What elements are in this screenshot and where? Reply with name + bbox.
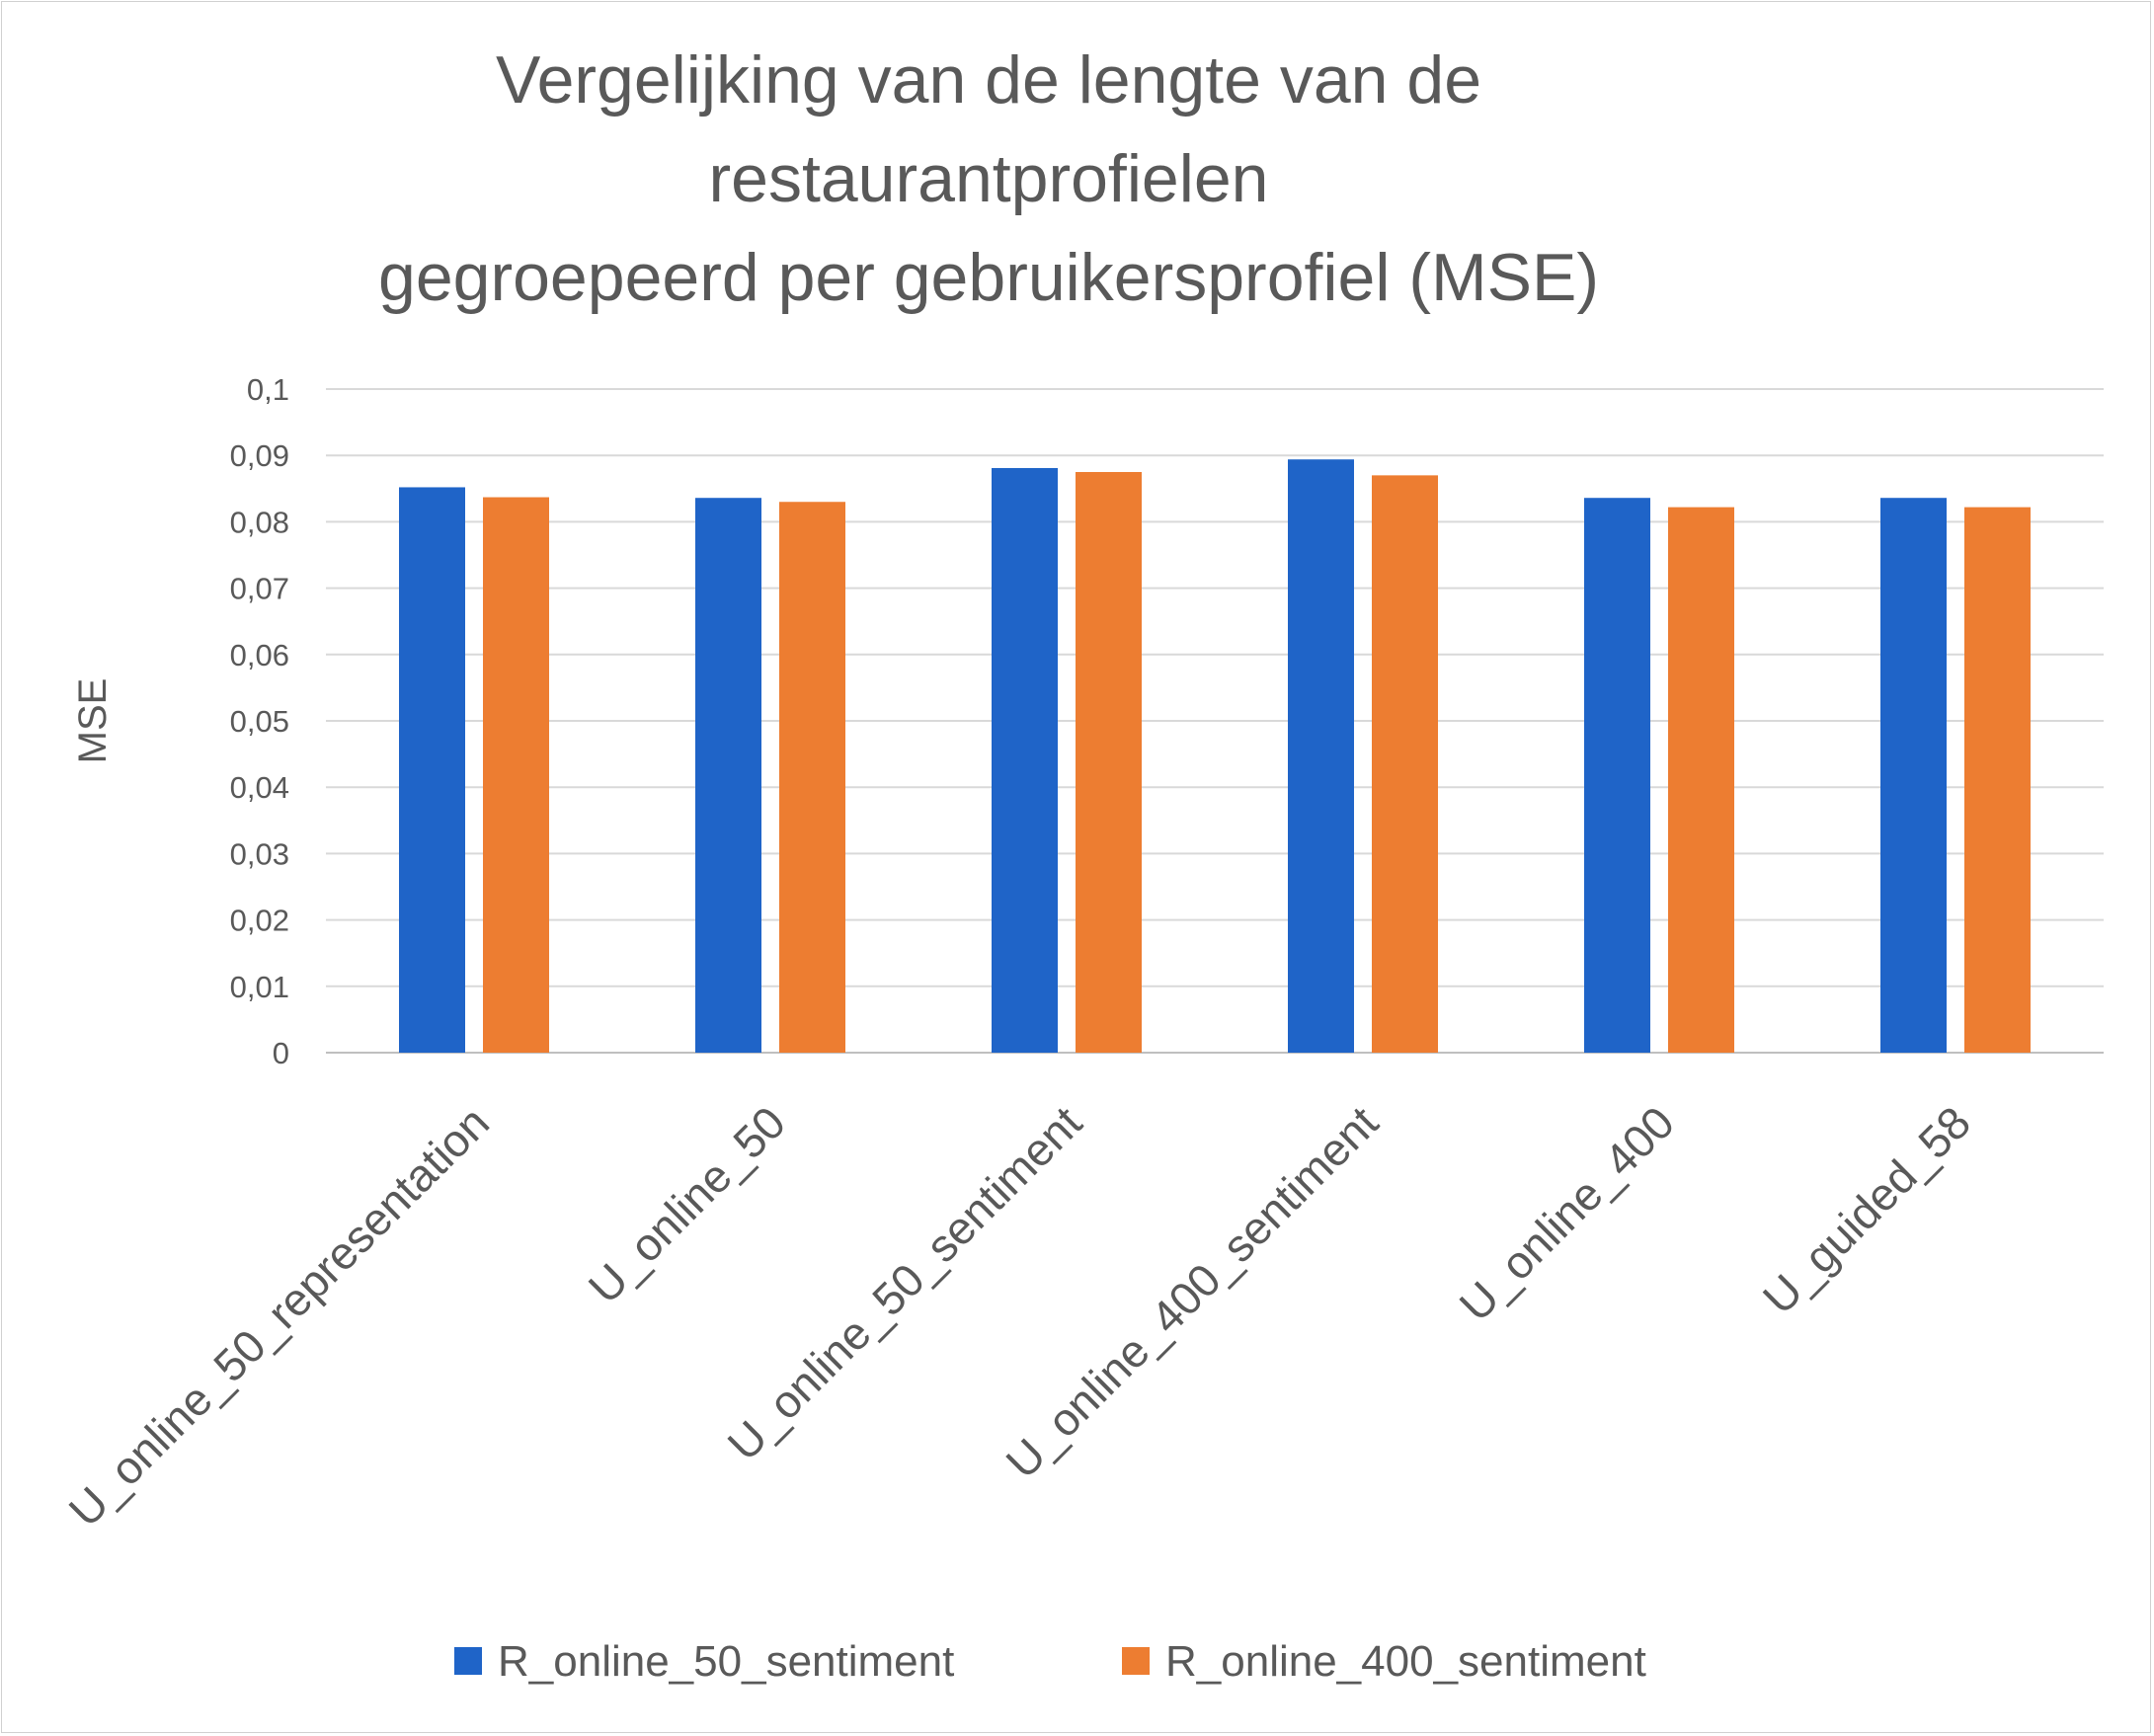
bar	[1668, 507, 1734, 1053]
y-tick-label: 0	[273, 1036, 289, 1070]
y-tick-label: 0,1	[247, 372, 289, 407]
bar	[1584, 498, 1650, 1053]
y-axis-title: MSE	[71, 678, 115, 764]
chart-title-line-1: Vergelijking van de lengte van de	[496, 42, 1481, 118]
bar	[399, 487, 465, 1053]
y-tick-label: 0,04	[230, 770, 289, 805]
x-tick-label: U_online_50	[579, 1096, 795, 1312]
bar	[1372, 475, 1438, 1053]
y-tick-label: 0,05	[230, 704, 289, 739]
bar	[695, 498, 761, 1053]
y-tick-label: 0,02	[230, 904, 289, 938]
x-tick-label: U_guided_58	[1753, 1096, 1980, 1323]
y-tick-label: 0,08	[230, 505, 289, 539]
legend-label: R_online_400_sentiment	[1165, 1637, 1646, 1686]
y-tick-label: 0,01	[230, 970, 289, 1004]
x-axis-labels: U_online_50_representation U_online_50 U_o…	[59, 1096, 1980, 1537]
chart-title-line-2: restaurantprofielen	[708, 141, 1268, 216]
bar	[1288, 459, 1354, 1053]
bar	[1964, 507, 2031, 1053]
x-tick-label: U_online_50_representation	[59, 1096, 499, 1536]
bars	[399, 459, 2031, 1053]
gridlines	[326, 388, 2104, 1054]
legend-swatch	[454, 1647, 482, 1675]
x-tick-label: U_online_400	[1450, 1096, 1685, 1331]
bar	[779, 502, 845, 1053]
y-axis-ticks: 0 0,01 0,02 0,03 0,04 0,05 0,06 0,07 0,08 0,09 0,1	[230, 372, 289, 1070]
bar	[1076, 472, 1142, 1053]
bar	[992, 467, 1058, 1053]
legend: R_online_50_sentiment R_online_400_sentim…	[454, 1637, 1646, 1686]
chart-title-line-3: gegroepeerd per gebruikersprofiel (MSE)	[378, 240, 1599, 315]
y-tick-label: 0,09	[230, 438, 289, 473]
legend-label: R_online_50_sentiment	[498, 1637, 954, 1686]
y-tick-label: 0,03	[230, 836, 289, 871]
bar	[483, 497, 549, 1053]
bar	[1880, 498, 1947, 1053]
y-tick-label: 0,06	[230, 638, 289, 672]
chart-title: Vergelijking van de lengte van de restau…	[378, 42, 1599, 315]
y-tick-label: 0,07	[230, 572, 289, 606]
legend-swatch	[1122, 1647, 1150, 1675]
